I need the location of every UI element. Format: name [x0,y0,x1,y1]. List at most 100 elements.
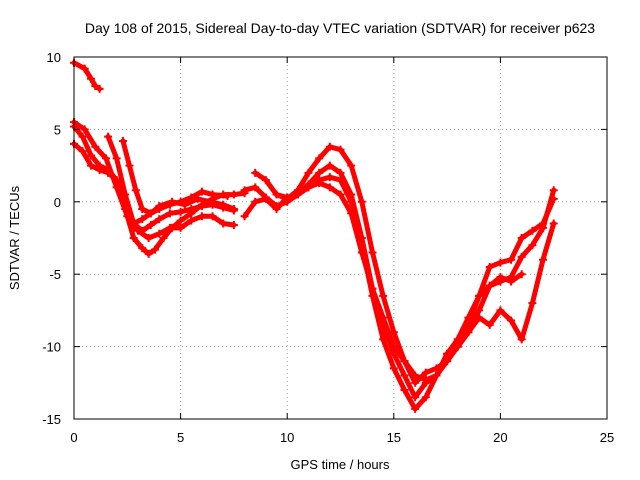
data-point-plus [155,215,164,224]
data-point-plus [496,306,505,315]
data-point-plus [389,364,398,373]
data-point-plus [496,258,505,267]
data-point-plus [138,215,147,224]
data-point-plus [125,161,134,170]
x-tick-label: 15 [387,430,401,445]
y-tick-label: 0 [54,195,61,210]
y-tick-label: 10 [47,50,61,65]
data-point-plus [304,168,313,177]
data-point-plus [176,207,185,216]
data-point-plus [155,202,164,211]
data-point-plus [251,183,260,192]
data-point-plus [165,209,174,218]
data-point-plus [389,342,398,351]
data-series-1 [70,58,104,93]
data-point-plus [176,223,185,232]
data-point-plus [229,190,238,199]
data-point-plus [78,147,87,156]
data-point-plus [485,320,494,329]
data-point-plus [119,136,128,145]
data-point-plus [464,328,473,337]
data-point-plus [80,64,89,73]
data-point-plus [121,190,130,199]
y-tick-label: -15 [42,412,61,427]
data-point-plus [87,74,96,83]
data-layer [70,58,558,413]
data-point-plus [251,197,260,206]
axis-ticks: 0 5 10 15 20 25 -15 -10 -5 0 5 10 [42,50,614,445]
data-point-plus [144,234,153,242]
data-point-plus [411,393,420,402]
data-point-plus [336,168,345,177]
data-point-plus [517,335,526,344]
data-point-plus [549,186,558,195]
data-point-plus [95,84,104,93]
data-point-plus [443,357,452,366]
data-point-plus [421,393,430,402]
data-point-plus [549,219,558,228]
x-tick-label: 10 [280,430,294,445]
data-point-plus [229,205,238,214]
data-point-plus [91,81,100,90]
data-point-plus [219,219,228,228]
chart-title: Day 108 of 2015, Sidereal Day-to-day VTE… [85,20,595,36]
y-tick-label: -5 [49,267,61,282]
data-point-plus [389,328,398,337]
data-series-10 [272,178,558,387]
data-point-plus [528,226,537,235]
x-tick-label: 5 [177,430,184,445]
data-point-plus [347,209,356,218]
data-point-plus [87,161,96,170]
data-point-plus [368,248,377,257]
data-point-plus [336,190,345,199]
data-point-plus [507,277,516,286]
data-point-plus [261,194,270,203]
data-point-plus [101,154,110,163]
data-point-plus [379,313,388,322]
data-point-plus [193,194,202,203]
data-point-plus [78,132,87,141]
data-point-plus [347,197,356,206]
data-point-plus [151,245,160,254]
data-point-plus [240,212,249,221]
x-tick-label: 25 [600,430,614,445]
data-point-plus [464,313,473,322]
data-point-plus [421,378,430,387]
data-point-plus [206,197,215,206]
data-point-plus [421,368,430,377]
data-point-plus [432,371,441,380]
data-point-plus [91,142,100,151]
data-point-plus [528,299,537,308]
x-axis-label: GPS time / hours [291,457,390,472]
data-point-plus [528,241,537,250]
data-point-plus [95,161,104,170]
y-tick-label: 5 [54,122,61,137]
series-trace [71,119,237,241]
plot-frame [73,56,608,420]
data-point-plus [347,161,356,170]
series-trace [252,144,557,383]
data-point-plus [80,125,89,134]
data-point-plus [283,193,292,202]
data-point-plus [187,216,196,225]
data-point-plus [411,404,420,413]
data-point-plus [336,145,345,154]
data-point-plus [197,187,206,196]
data-point-plus [138,205,147,214]
x-tick-label: 20 [493,430,507,445]
series-trace [120,138,237,216]
data-point-plus [432,364,441,373]
data-point-plus [315,154,324,163]
data-point-plus [138,244,147,253]
data-point-plus [485,262,494,271]
data-point-plus [325,183,334,192]
data-point-plus [87,151,96,160]
data-point-plus [144,249,153,258]
data-point-plus [272,205,281,214]
data-point-plus [475,291,484,300]
data-point-plus [104,132,113,141]
data-point-plus [475,313,484,322]
data-point-plus [133,226,142,235]
data-point-plus [197,202,206,211]
data-point-plus [261,176,270,185]
